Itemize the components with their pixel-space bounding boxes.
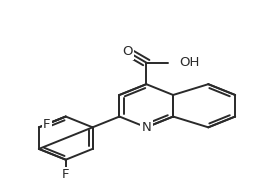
Text: O: O: [122, 45, 133, 58]
Text: F: F: [62, 168, 69, 181]
Text: OH: OH: [179, 56, 199, 69]
Text: F: F: [43, 118, 51, 131]
Text: N: N: [141, 121, 151, 134]
